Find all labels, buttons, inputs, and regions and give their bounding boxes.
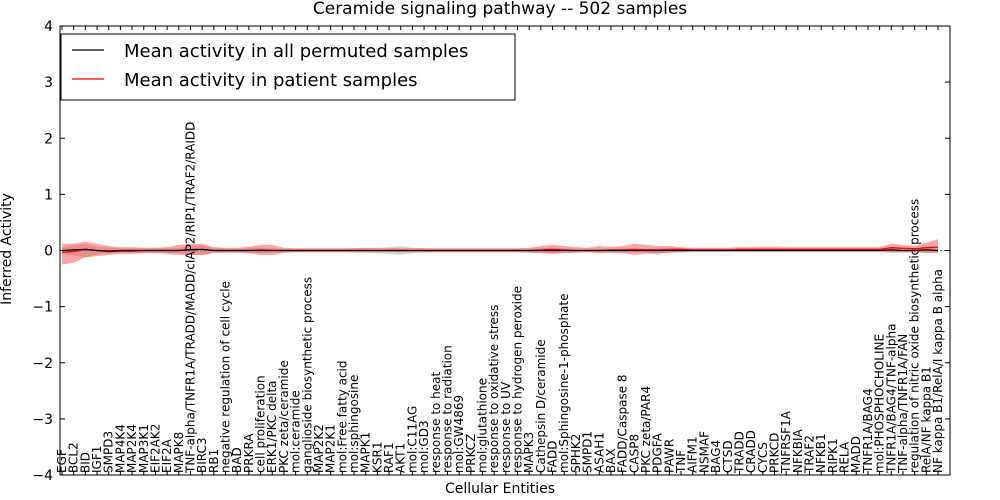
x-tick-label: response to oxidative stress: [487, 305, 501, 473]
x-tick-label: TNFRSF1A: [779, 410, 793, 474]
x-tick-label: MAP4K4: [113, 424, 127, 473]
x-tick-label: response to radiation: [440, 345, 454, 473]
x-tick-label: BAG4: [709, 440, 723, 473]
x-tick-label: MAP3K1: [137, 424, 151, 473]
x-tick-label: mol:ceramide: [289, 390, 303, 473]
x-tick-label: ERK1/PKC delta: [265, 380, 279, 473]
band-series-1: [62, 239, 938, 265]
x-tick-label: MAPK8: [172, 432, 186, 473]
chart-title: Ceramide signaling pathway -- 502 sample…: [313, 0, 687, 19]
x-tick-label: NF kappa B1/RelA/I kappa B alpha: [931, 269, 945, 473]
legend-label-patient: Mean activity in patient samples: [124, 70, 418, 91]
x-tick-label: negative regulation of cell cycle: [219, 281, 233, 473]
x-tick-label: mol:Free fatty acid: [335, 361, 349, 474]
x-tick-label: BIRC3: [195, 437, 209, 473]
x-tick-label: EGF: [55, 449, 69, 473]
y-tick-label: −3: [32, 412, 53, 428]
x-axis-label: Cellular Entities: [445, 481, 555, 497]
legend-label-permuted: Mean activity in all permuted samples: [124, 41, 468, 62]
x-tick-label: RIPK1: [826, 438, 840, 473]
x-tick-label: PRKCZ: [464, 434, 478, 473]
x-tick-label: MAPK1: [359, 432, 373, 473]
y-tick-label: −2: [32, 356, 53, 372]
x-tick-label: TRADD: [732, 431, 746, 474]
x-tick-label: NFKB1: [814, 433, 828, 473]
x-tick-label: KSR1: [370, 442, 384, 473]
x-tick-label: RELA: [838, 441, 852, 473]
x-tick-label: regulation of nitric oxide biosynthetic …: [908, 199, 922, 473]
x-tick-label: IGF1: [90, 446, 104, 473]
x-tick-label: TNFR1A/BAG4/TNF-alpha: [884, 324, 898, 474]
x-tick-label: PDGFA: [651, 432, 665, 473]
x-tick-label: BID: [78, 452, 92, 473]
x-tick-label: mol:glutathione: [476, 378, 490, 473]
x-tick-label: response to heat: [429, 371, 443, 473]
x-tick-label: PRKCD: [768, 433, 782, 473]
x-tick-label: RelA/NF kappa B1: [919, 366, 933, 473]
y-axis-label: Inferred Activity: [0, 193, 15, 305]
x-tick-label: cell proliferation: [254, 375, 268, 473]
x-tick-label: CASP8: [627, 434, 641, 473]
x-tick-label: response to UV: [499, 381, 513, 473]
x-tick-label: MAPK3: [522, 432, 536, 473]
x-tick-label: mol:PHOSPHOCHOLINE: [873, 334, 887, 473]
y-tick-label: 1: [44, 187, 53, 203]
x-tick-label: TNF-alpha/TNFR1A/TRADD/MADD/cIAP2/RIP1/T…: [184, 122, 198, 474]
y-tick-label: −1: [32, 300, 53, 316]
x-tick-label: mol:GW4869: [452, 395, 466, 473]
x-tick-label: PKC zeta/PAR4: [639, 386, 653, 473]
x-axis: EGFBCL2BIDIGF1SMPD3MAP4K4MAP2K4MAP3K1EIF…: [55, 26, 945, 475]
x-tick-label: PKC zeta/ceramide: [277, 360, 291, 473]
y-tick-label: 2: [44, 131, 53, 147]
x-tick-label: RAF1: [382, 442, 396, 473]
x-tick-label: CRADD: [744, 430, 758, 473]
legend-box: [60, 33, 516, 101]
x-tick-label: BAX: [604, 448, 618, 473]
x-tick-label: TNF-alpha/TNFR1A/FAN: [896, 334, 910, 474]
x-tick-label: mol:GD3: [417, 420, 431, 473]
legend: Mean activity in all permuted samples Me…: [60, 33, 516, 101]
x-tick-label: SMPD1: [581, 431, 595, 473]
y-tick-label: 4: [44, 19, 53, 35]
x-tick-label: FADD: [546, 441, 560, 474]
y-tick-label: −4: [32, 468, 53, 484]
x-tick-label: mol:sphingosine: [347, 375, 361, 473]
x-tick-label: CYCS: [756, 442, 770, 473]
x-tick-label: MAP2K4: [125, 424, 139, 473]
x-tick-label: Cathepsin D/ceramide: [534, 339, 548, 473]
x-tick-label: EIF2AK2: [148, 424, 162, 473]
x-tick-label: TNF: [674, 450, 688, 474]
x-tick-label: TRAF2: [803, 435, 817, 474]
x-tick-label: MAP2K2: [312, 424, 326, 473]
x-tick-label: PAWR: [662, 439, 676, 473]
x-tick-label: FADD/Caspase 8: [616, 374, 630, 473]
x-tick-label: NSMAF: [697, 431, 711, 473]
y-axis: −4 −3 −2 −1 0 1 2 3 4: [32, 19, 950, 484]
y-tick-label: 3: [44, 75, 53, 91]
x-tick-label: PRKRA: [242, 433, 256, 473]
x-tick-label: mol:C11AG: [405, 406, 419, 473]
x-tick-label: CTSD: [721, 440, 735, 473]
x-tick-label: NFKBIA: [791, 428, 805, 473]
series-lines: [61, 246, 939, 253]
x-tick-label: BAD: [230, 447, 244, 473]
x-tick-label: SMPD3: [102, 431, 116, 473]
x-tick-label: RB1: [207, 449, 221, 473]
x-tick-label: AKT1: [394, 443, 408, 473]
x-tick-label: EIF2A: [160, 438, 174, 473]
x-tick-label: BCL2: [67, 442, 81, 473]
x-tick-label: response to hydrogen peroxide: [511, 286, 525, 473]
y-tick-label: 0: [44, 244, 53, 260]
x-tick-label: MADD: [849, 436, 863, 473]
x-tick-label: SPHK2: [569, 434, 583, 473]
x-tick-label: TNFR1A/BAG4: [861, 388, 875, 474]
x-tick-label: MAP2K1: [324, 424, 338, 473]
x-tick-label: AIFM1: [686, 436, 700, 473]
series-line-0: [61, 248, 939, 252]
x-tick-label: ganglioside biosynthetic process: [300, 277, 314, 473]
x-tick-label: ASAH1: [592, 432, 606, 473]
x-tick-label: mol:Sphingosine-1-phosphate: [557, 294, 571, 474]
